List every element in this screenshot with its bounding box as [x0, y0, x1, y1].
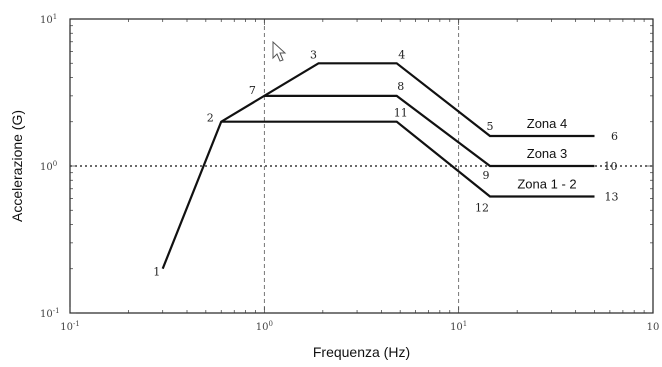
- point-label: 5: [487, 120, 494, 133]
- point-label: 3: [310, 48, 317, 61]
- y-tick-label-base: 10: [40, 309, 53, 320]
- point-label: 7: [249, 84, 256, 97]
- series-line-3: [221, 120, 595, 198]
- series-line-1: [161, 62, 595, 270]
- mouse-pointer-icon: [272, 40, 287, 62]
- x-tick-label-exp: 0: [268, 320, 272, 328]
- y-axis-title: Accelerazione (G): [9, 110, 25, 222]
- y-tick-label-base: 10: [40, 15, 53, 26]
- point-label: 8: [397, 80, 404, 93]
- point-label: 4: [398, 48, 405, 61]
- x-tick-label-exp: 1: [463, 320, 467, 328]
- zone-label: Zona 4: [527, 116, 567, 131]
- series-line-2: [264, 94, 595, 168]
- x-tick-label: 100: [256, 320, 273, 333]
- x-tick-label-base: 10: [60, 322, 73, 333]
- y-tick-label-exp: -1: [53, 307, 60, 315]
- y-tick-label: 100: [40, 160, 57, 173]
- x-tick-label: 10-1: [60, 320, 80, 333]
- x-tick-label-exp: -1: [73, 320, 80, 328]
- point-label: 12: [475, 202, 489, 215]
- point-label: 6: [611, 130, 618, 143]
- x-tick-label: 101: [450, 320, 467, 333]
- x-tick-label-base: 10: [256, 322, 269, 333]
- point-label: 13: [604, 191, 618, 204]
- point-label: 2: [207, 112, 214, 125]
- point-label: 9: [483, 169, 490, 182]
- x-axis-title: Frequenza (Hz): [313, 344, 410, 360]
- y-tick-label-exp: 0: [53, 160, 57, 168]
- zone-label: Zona 1 - 2: [517, 177, 576, 192]
- zone-label: Zona 3: [527, 146, 567, 161]
- zone-labels: Zona 4 Zona 3 Zona 1 - 2: [517, 116, 576, 192]
- x-tick-label-base: 10: [450, 322, 463, 333]
- point-label: 10: [603, 160, 617, 173]
- x-tick-label: 10: [647, 322, 660, 333]
- x-tick-label-base: 10: [647, 322, 660, 333]
- y-tick-label: 101: [40, 13, 57, 26]
- y-tick-label: 10-1: [40, 307, 60, 320]
- y-tick-label-base: 10: [40, 162, 53, 173]
- series-lines: [161, 62, 595, 270]
- point-label: 11: [394, 107, 408, 120]
- point-label: 1: [153, 266, 160, 279]
- y-tick-label-exp: 1: [53, 13, 57, 21]
